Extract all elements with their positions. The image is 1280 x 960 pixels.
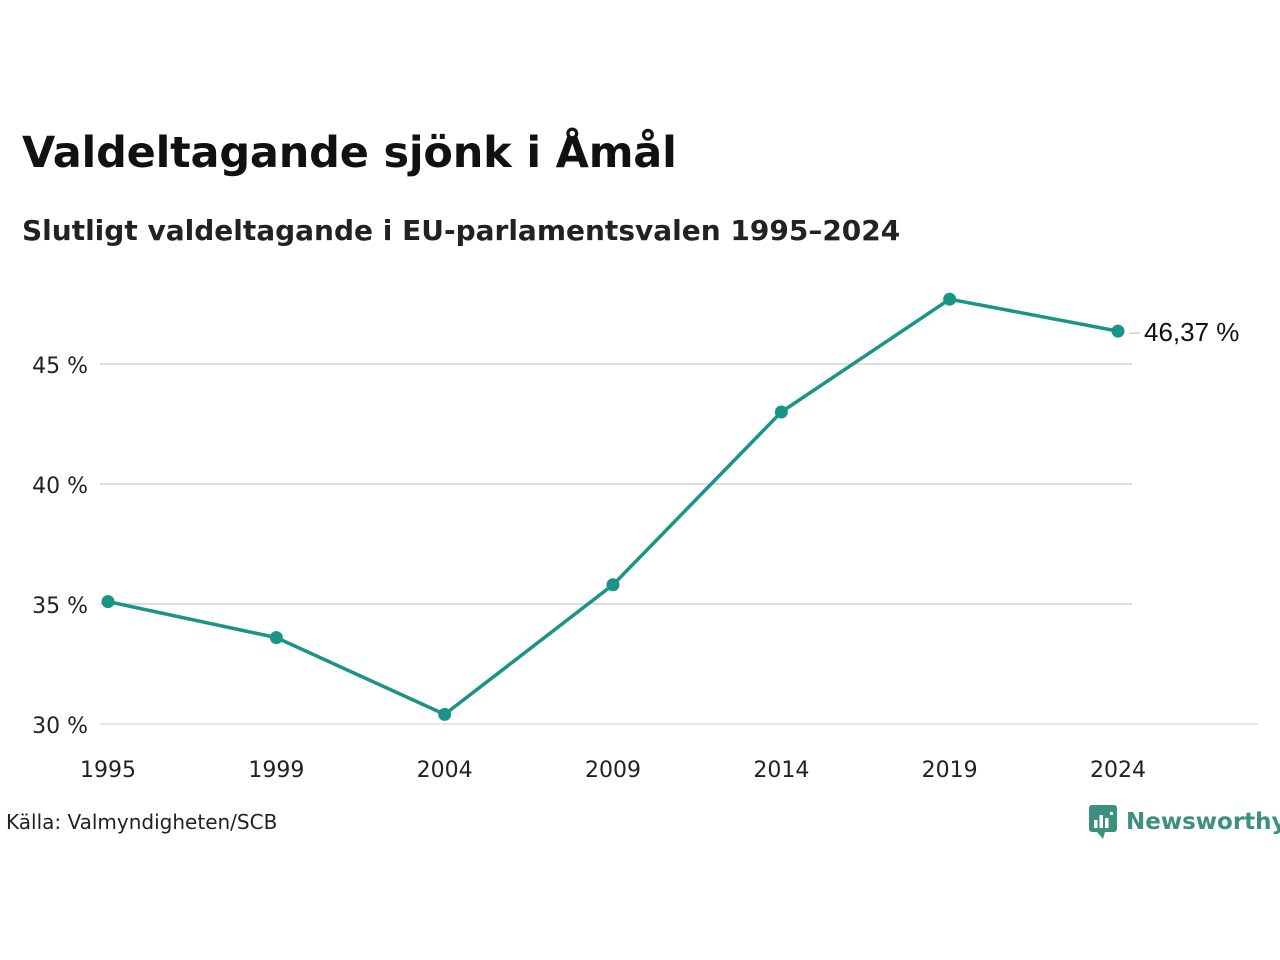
source-note: Källa: Valmyndigheten/SCB xyxy=(6,810,278,834)
x-tick-label: 2004 xyxy=(417,758,473,783)
y-tick-label: 30 % xyxy=(32,714,88,739)
data-point xyxy=(606,578,620,592)
x-tick-label: 2019 xyxy=(922,758,978,783)
end-value-label: 46,37 % xyxy=(1144,317,1239,347)
chart-subtitle: Slutligt valdeltagande i EU-parlamentsva… xyxy=(22,214,901,247)
y-tick-label: 45 % xyxy=(32,354,88,379)
chart-title: Valdeltagande sjönk i Åmål xyxy=(22,128,677,178)
x-tick-label: 2014 xyxy=(753,758,809,783)
data-point xyxy=(774,405,788,419)
y-axis-tick-labels: 30 % 35 % 40 % 45 % xyxy=(32,354,88,739)
brand-name: Newsworthy xyxy=(1126,809,1280,835)
x-axis-tick-labels: 1995 1999 2004 2009 2014 2019 2024 xyxy=(80,758,1146,783)
data-point xyxy=(943,292,957,306)
y-tick-label: 40 % xyxy=(32,474,88,499)
x-tick-label: 2024 xyxy=(1090,758,1146,783)
y-tick-label: 35 % xyxy=(32,594,88,619)
series-line xyxy=(106,297,1120,717)
data-label-layer: 46,37 % xyxy=(1129,317,1239,347)
newsworthy-logo: Newsworthy xyxy=(1088,804,1280,840)
x-tick-label: 1999 xyxy=(248,758,304,783)
data-point xyxy=(269,631,283,645)
series-layer xyxy=(101,292,1125,721)
grid-lines xyxy=(100,363,1258,725)
newsworthy-logo-icon xyxy=(1089,805,1117,839)
data-point xyxy=(101,595,115,609)
x-tick-label: 2009 xyxy=(585,758,641,783)
data-point xyxy=(1111,324,1125,338)
data-point xyxy=(438,707,452,721)
x-tick-label: 1995 xyxy=(80,758,136,783)
